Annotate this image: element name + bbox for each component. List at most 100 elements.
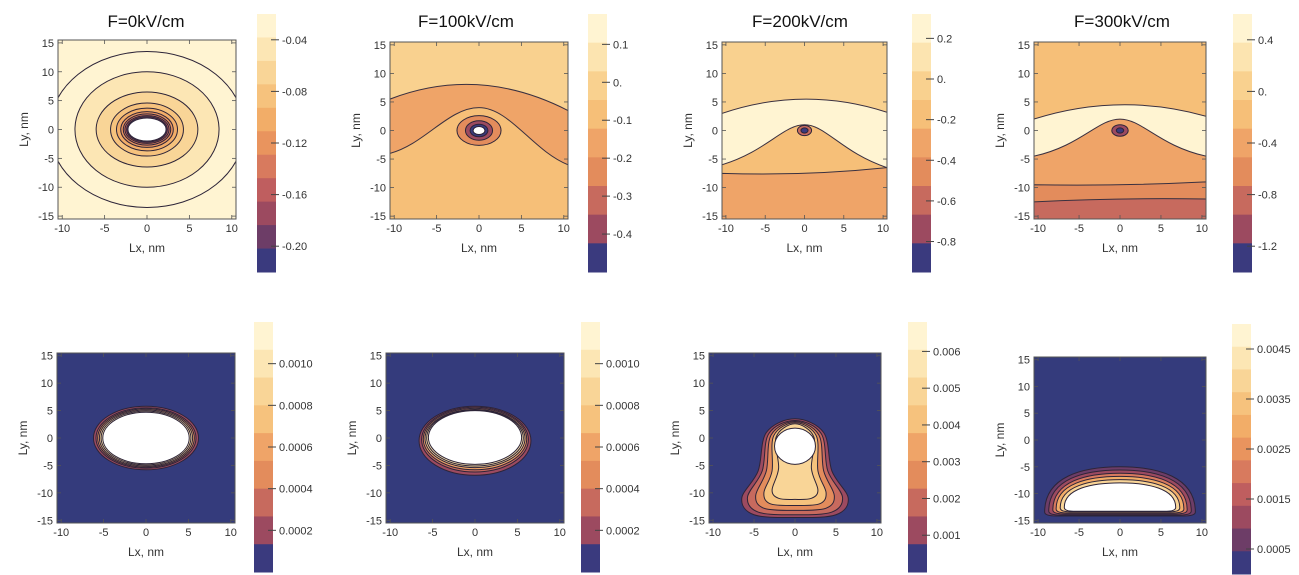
x-tick-label: -5: [749, 527, 759, 539]
colorbar-segment: [581, 433, 600, 462]
y-tick-label: -10: [370, 183, 386, 195]
x-tick-label: -10: [1030, 527, 1046, 539]
colorbar-segment: [588, 100, 607, 130]
colorbar-segment: [1232, 528, 1251, 552]
colorbar-segment: [1233, 157, 1252, 187]
colorbar-tick-label: 0.0015: [1257, 494, 1291, 506]
y-axis-label: Ly, nm: [668, 421, 682, 456]
contour-band: [1034, 198, 1206, 219]
x-tick-label: -5: [432, 223, 442, 235]
y-tick-label: -15: [1014, 515, 1030, 527]
x-axis-label: Lx, nm: [777, 545, 813, 559]
contour-field: [1034, 357, 1206, 523]
x-tick-label: 10: [226, 223, 238, 235]
y-tick-label: 10: [370, 378, 382, 390]
colorbar-tick-label: 0.001: [933, 530, 961, 542]
y-axis-label: Ly, nm: [993, 423, 1007, 458]
colorbar-segment: [257, 178, 276, 203]
colorbar-segment: [257, 37, 276, 62]
colorbar-tick-label: 0.004: [933, 420, 961, 432]
colorbar-segment: [254, 544, 273, 573]
y-tick-label: 0: [47, 433, 53, 445]
colorbar-segment: [1233, 42, 1252, 72]
y-axis-label: Ly, nm: [349, 113, 363, 148]
contour-band: [1034, 42, 1206, 120]
colorbar: -0.04 -0.08 -0.12 -0.16 -0.20: [257, 14, 307, 273]
y-tick-label: 15: [1018, 40, 1030, 52]
contour-line: [102, 411, 190, 465]
colorbar-tick-label: 0.0008: [606, 400, 640, 412]
colorbar-segment: [254, 377, 273, 406]
contour-field: [58, 40, 236, 219]
colorbar-segment: [908, 322, 927, 351]
y-tick-label: -10: [38, 182, 54, 194]
colorbar-segment: [588, 214, 607, 244]
y-tick-label: 5: [1024, 97, 1030, 109]
y-tick-label: 15: [41, 351, 53, 363]
colorbar-segment: [581, 322, 600, 351]
contour-line: [427, 410, 523, 465]
x-tick-label: 5: [185, 527, 191, 539]
x-tick-label: -10: [718, 223, 734, 235]
colorbar-segment: [588, 157, 607, 187]
x-tick-label: -10: [382, 527, 398, 539]
x-tick-label: 5: [841, 223, 847, 235]
y-tick-label: 0: [712, 126, 718, 138]
colorbar-segment: [1233, 128, 1252, 158]
colorbar-tick-label: -0.4: [613, 229, 632, 241]
x-axis-label: Lx, nm: [129, 241, 165, 255]
colorbar-segment: [912, 71, 931, 101]
colorbar-segment: [254, 433, 273, 462]
colorbar-segment: [588, 243, 607, 273]
colorbar-segment: [254, 405, 273, 434]
y-tick-label: 0: [1024, 126, 1030, 138]
colorbar-segment: [1232, 346, 1251, 370]
colorbar-segment: [257, 248, 276, 273]
x-tick-label: 0: [472, 527, 478, 539]
colorbar-segment: [1232, 505, 1251, 530]
y-tick-label: 10: [1018, 68, 1030, 80]
colorbar-segment: [1232, 460, 1251, 484]
colorbar-segment: [1232, 437, 1251, 461]
x-tick-label: -10: [386, 223, 402, 235]
colorbar-segment: [908, 349, 927, 379]
x-tick-label: 0: [143, 527, 149, 539]
y-tick-label: 5: [47, 406, 53, 418]
y-tick-label: -10: [689, 488, 705, 500]
colorbar-segment: [588, 186, 607, 216]
y-tick-label: 0: [1024, 435, 1030, 447]
colorbar-segment: [581, 349, 600, 379]
colorbar-tick-label: 0.0006: [279, 442, 313, 454]
x-axis-label: Lx, nm: [128, 545, 164, 559]
colorbar-tick-label: 0.: [613, 77, 622, 89]
y-tick-label: -10: [366, 488, 382, 500]
colorbar-segment: [908, 460, 927, 490]
colorbar-tick-label: -0.2: [613, 153, 632, 165]
colorbar-segment: [908, 516, 927, 545]
colorbar-tick-label: 0.4: [1258, 35, 1273, 47]
colorbar-segment: [581, 377, 600, 406]
contour-band: [722, 42, 887, 114]
colorbar-segment: [1232, 551, 1251, 575]
colorbar-segment: [912, 100, 931, 130]
colorbar-tick-label: -0.20: [282, 241, 307, 253]
colorbar-segment: [912, 157, 931, 187]
x-tick-label: 0: [801, 223, 807, 235]
colorbar-segment: [257, 154, 276, 179]
y-tick-label: -15: [702, 211, 718, 223]
x-tick-label: 10: [871, 527, 883, 539]
colorbar-segment: [588, 71, 607, 101]
colorbar-segment: [912, 243, 931, 273]
y-tick-label: 0: [699, 433, 705, 445]
contour-field: [390, 42, 568, 219]
colorbar: 0.006 0.005 0.004 0.003 0.002 0.001: [908, 322, 961, 573]
contour-band: [390, 107, 568, 219]
colorbar-segment: [1233, 71, 1252, 101]
x-tick-label: -5: [1074, 527, 1084, 539]
y-tick-label: 0: [48, 125, 54, 137]
y-tick-label: -15: [689, 515, 705, 527]
y-tick-label: 10: [706, 68, 718, 80]
colorbar: 0.1 0. -0.1 -0.2 -0.3 -0.4: [588, 14, 632, 273]
